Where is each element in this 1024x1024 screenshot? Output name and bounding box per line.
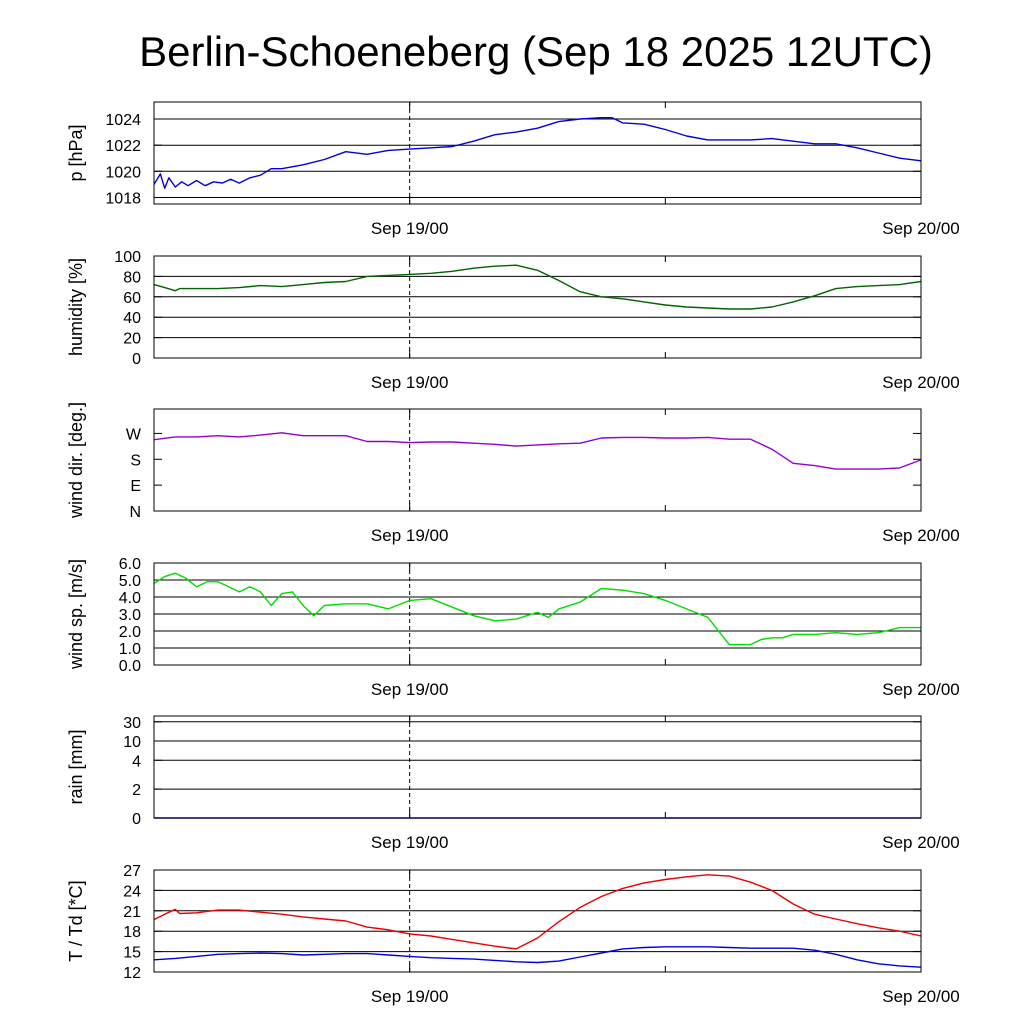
panel-6: 12 15 18 21 24 27 Sep 19/00 Sep 20/00 T / Td [*C…: [66, 863, 960, 1006]
y-tick-label: 15: [123, 945, 141, 962]
y-tick-label: 20: [123, 331, 141, 348]
panel-frame: [153, 715, 922, 819]
series-line-1: [153, 432, 922, 470]
series-line-1: [153, 874, 922, 950]
y-tick-label: 5.0: [119, 573, 141, 590]
y-axis-label: wind dir. [deg.]: [66, 402, 86, 519]
y-tick-label: 2.0: [119, 624, 141, 641]
y-tick-label: 27: [123, 863, 141, 880]
y-tick-label: 60: [123, 290, 141, 307]
x-tick-label: Sep 19/00: [371, 219, 449, 238]
y-tick-label: 4: [132, 753, 141, 770]
y-tick-label: E: [130, 478, 141, 495]
y-axis-label: rain [mm]: [66, 729, 86, 804]
y-axis-label: p [hPa]: [66, 124, 86, 181]
panel-2: 0 20 40 60 80 100 Sep 19/00 Sep 20/00 humidity […: [66, 249, 960, 392]
panel-5: 0 2 4 10 30 Sep 19/00 Sep 20/00 rain [mm]: [66, 715, 960, 852]
y-tick-label: 0.0: [119, 658, 141, 675]
panel-frame: [153, 869, 922, 973]
x-tick-label: Sep 19/00: [371, 526, 449, 545]
y-tick-label: 0: [132, 811, 141, 828]
x-tick-label: Sep 19/00: [371, 373, 449, 392]
y-tick-label: 1020: [105, 164, 141, 181]
y-tick-label: 12: [123, 965, 141, 982]
x-tick-label: Sep 19/00: [371, 680, 449, 699]
y-tick-label: 1018: [105, 190, 141, 207]
y-axis-label: humidity [%]: [66, 258, 86, 356]
y-tick-label: N: [129, 504, 141, 521]
x-tick-label: Sep 19/00: [371, 833, 449, 852]
y-tick-label: S: [130, 452, 141, 469]
y-tick-label: 21: [123, 904, 141, 921]
x-tick-label: Sep 20/00: [882, 526, 960, 545]
y-tick-label: 18: [123, 924, 141, 941]
y-tick-label: 1024: [105, 112, 141, 129]
y-tick-label: 24: [123, 883, 141, 900]
y-tick-label: 0: [132, 351, 141, 368]
series-line-1: [153, 264, 922, 310]
x-tick-label: Sep 19/00: [371, 987, 449, 1006]
panel-1: 1018 1020 1022 1024 Sep 19/00 Sep 20/00 p [hPa…: [66, 101, 960, 238]
y-tick-label: 10: [123, 734, 141, 751]
y-tick-label: 6.0: [119, 556, 141, 573]
series-line-1: [153, 116, 922, 190]
x-tick-label: Sep 20/00: [882, 833, 960, 852]
x-tick-label: Sep 20/00: [882, 680, 960, 699]
y-tick-label: 40: [123, 310, 141, 327]
panel-4: 0.01.02.03.04.05.06.0 Sep 19/00 Sep 20/00 w…: [66, 556, 960, 699]
y-axis-label: T / Td [*C]: [66, 880, 86, 961]
y-tick-label: 1.0: [119, 641, 141, 658]
y-axis-label: wind sp. [m/s]: [66, 559, 86, 670]
y-tick-label: 30: [123, 715, 141, 732]
series-line-2: [153, 946, 922, 968]
panel-frame: [153, 408, 922, 512]
x-tick-label: Sep 20/00: [882, 373, 960, 392]
x-tick-label: Sep 20/00: [882, 987, 960, 1006]
series-line-1: [153, 572, 921, 646]
y-tick-label: W: [126, 426, 142, 443]
panel-frame: [153, 101, 922, 205]
chart-title: Berlin-Schoeneberg (Sep 18 2025 12UTC): [139, 28, 933, 75]
y-tick-label: 80: [123, 269, 141, 286]
panel-frame: [153, 255, 922, 359]
y-tick-label: 3.0: [119, 607, 141, 624]
y-tick-label: 100: [114, 249, 141, 266]
x-tick-label: Sep 20/00: [882, 219, 960, 238]
y-tick-label: 4.0: [119, 590, 141, 607]
panel-frame: [153, 562, 922, 666]
y-tick-label: 1022: [105, 138, 141, 155]
y-tick-label: 2: [132, 782, 141, 799]
